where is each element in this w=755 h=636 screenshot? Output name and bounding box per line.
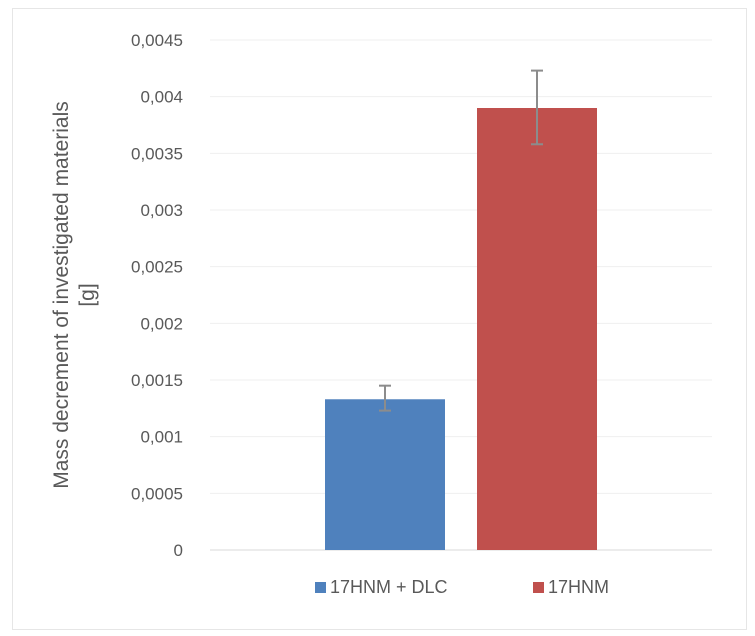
bar-1	[325, 399, 445, 550]
bar-2	[477, 108, 597, 550]
gridlines	[210, 39, 712, 551]
y-axis-label: Mass decrement of investigated materials…	[50, 101, 99, 489]
error-bars	[379, 69, 543, 412]
y-tick-label: 0,0005	[131, 484, 183, 503]
y-axis-label-line: [g]	[76, 283, 99, 306]
legend-swatch-2	[533, 582, 544, 593]
y-axis-label-line: Mass decrement of investigated materials	[50, 101, 73, 489]
y-tick-label: 0	[174, 541, 183, 560]
y-tick-label: 0,003	[140, 201, 183, 220]
y-axis-tick-labels: 0 0,0005 0,001 0,0015 0,002 0,0025 0,003 0,0035…	[131, 31, 183, 560]
y-tick-label: 0,0015	[131, 371, 183, 390]
bars	[325, 108, 597, 550]
y-tick-label: 0,002	[140, 314, 183, 333]
legend: 17HNM + DLC 17HNM	[315, 577, 609, 597]
y-tick-label: 0,0045	[131, 31, 183, 50]
y-tick-label: 0,004	[140, 88, 183, 107]
y-tick-label: 0,0025	[131, 258, 183, 277]
legend-label-2: 17HNM	[548, 577, 609, 597]
y-tick-label: 0,001	[140, 428, 183, 447]
legend-swatch-1	[315, 582, 326, 593]
legend-label-1: 17HNM + DLC	[330, 577, 448, 597]
y-tick-label: 0,0035	[131, 144, 183, 163]
